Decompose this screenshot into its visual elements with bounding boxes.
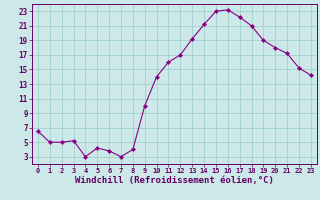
X-axis label: Windchill (Refroidissement éolien,°C): Windchill (Refroidissement éolien,°C) <box>75 176 274 185</box>
